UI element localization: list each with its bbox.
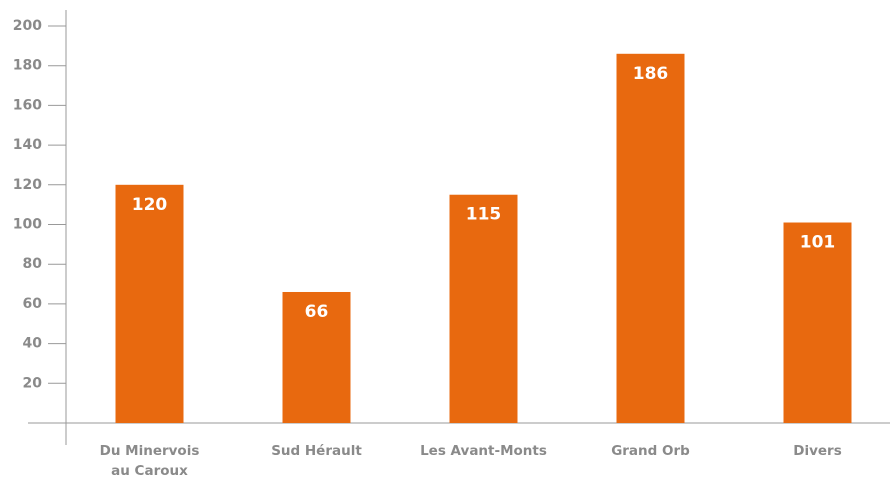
bar [783, 222, 852, 423]
y-tick-label: 60 [23, 296, 43, 312]
y-tick-label: 100 [13, 217, 42, 233]
x-tick-label: Les Avant-Monts [420, 443, 547, 459]
x-tick-label: Grand Orb [611, 443, 690, 459]
x-tick-label: Divers [793, 443, 842, 459]
value-label: 186 [633, 64, 669, 84]
value-label: 66 [305, 302, 329, 322]
y-tick-label: 40 [23, 336, 43, 352]
y-tick-label: 160 [13, 97, 42, 113]
value-label: 115 [466, 205, 502, 225]
y-tick-label: 200 [13, 18, 42, 34]
x-tick-label: Sud Hérault [271, 443, 362, 459]
y-tick-label: 120 [13, 177, 42, 193]
y-tick-label: 20 [23, 375, 43, 391]
bar [282, 291, 351, 423]
y-tick-label: 180 [13, 58, 42, 74]
value-label: 101 [800, 233, 836, 253]
bar [449, 194, 518, 423]
bar [616, 53, 685, 423]
value-label: 120 [132, 195, 168, 215]
bar [115, 184, 184, 423]
y-tick-label: 80 [23, 256, 43, 272]
y-tick-label: 140 [13, 137, 42, 153]
x-tick-label: Du Minervois au Caroux [99, 443, 200, 479]
